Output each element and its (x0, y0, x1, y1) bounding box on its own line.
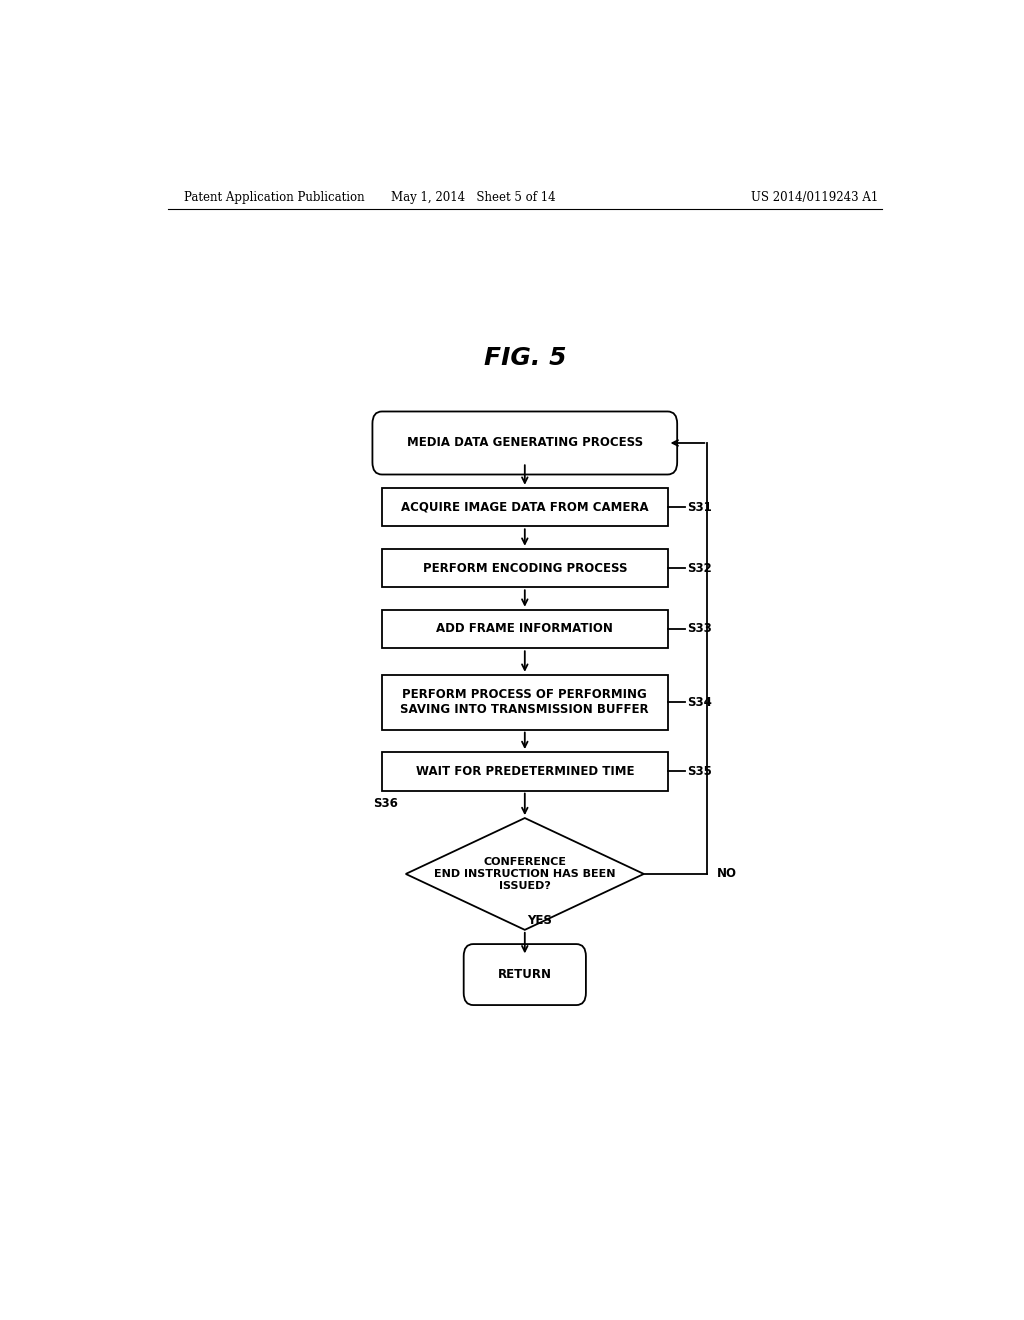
Text: Patent Application Publication: Patent Application Publication (183, 190, 365, 203)
Text: US 2014/0119243 A1: US 2014/0119243 A1 (751, 190, 879, 203)
Text: PERFORM ENCODING PROCESS: PERFORM ENCODING PROCESS (423, 561, 627, 574)
Bar (382, 752, 668, 791)
Text: CONFERENCE
END INSTRUCTION HAS BEEN
ISSUED?: CONFERENCE END INSTRUCTION HAS BEEN ISSU… (434, 858, 615, 891)
FancyBboxPatch shape (464, 944, 586, 1005)
Text: WAIT FOR PREDETERMINED TIME: WAIT FOR PREDETERMINED TIME (416, 764, 634, 777)
Text: ADD FRAME INFORMATION: ADD FRAME INFORMATION (436, 623, 613, 635)
Bar (382, 487, 668, 527)
Bar (382, 675, 668, 730)
Polygon shape (406, 818, 644, 929)
FancyBboxPatch shape (373, 412, 677, 474)
Text: S33: S33 (687, 623, 713, 635)
Text: S32: S32 (687, 561, 713, 574)
Text: PERFORM PROCESS OF PERFORMING
SAVING INTO TRANSMISSION BUFFER: PERFORM PROCESS OF PERFORMING SAVING INT… (400, 688, 649, 717)
Text: FIG. 5: FIG. 5 (483, 346, 566, 370)
Bar (382, 549, 668, 587)
Text: YES: YES (527, 915, 552, 927)
Text: RETURN: RETURN (498, 968, 552, 981)
Bar (382, 610, 668, 648)
Text: ACQUIRE IMAGE DATA FROM CAMERA: ACQUIRE IMAGE DATA FROM CAMERA (401, 500, 648, 513)
Text: May 1, 2014   Sheet 5 of 14: May 1, 2014 Sheet 5 of 14 (391, 190, 556, 203)
Text: S36: S36 (373, 797, 397, 810)
Text: S31: S31 (687, 500, 713, 513)
Text: MEDIA DATA GENERATING PROCESS: MEDIA DATA GENERATING PROCESS (407, 437, 643, 450)
Text: S34: S34 (687, 696, 713, 709)
Text: NO: NO (717, 867, 737, 880)
Text: S35: S35 (687, 764, 713, 777)
